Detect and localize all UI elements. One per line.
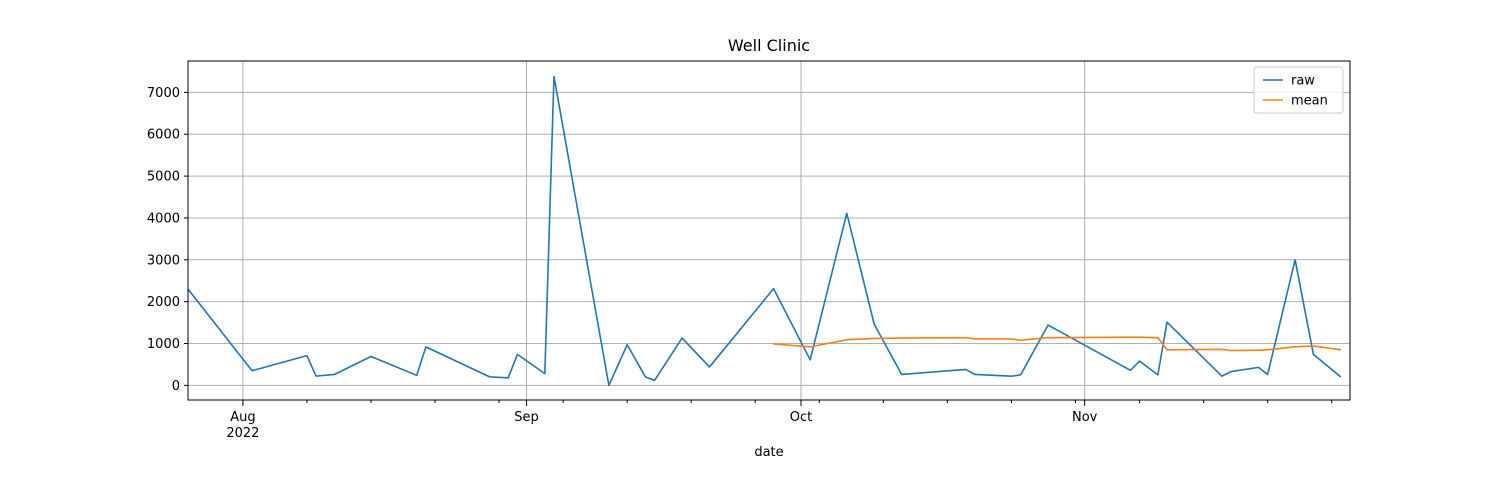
series-line-mean: [773, 336, 1341, 352]
legend-label-mean: mean: [1291, 94, 1328, 109]
x-tick-label: Nov: [1072, 410, 1098, 425]
chart-title: Well Clinic: [728, 36, 810, 55]
x-tick-label: Oct: [790, 410, 812, 425]
y-tick-label: 5000: [147, 170, 180, 185]
x-tick-sublabel: 2022: [226, 426, 259, 441]
legend: raw mean: [1253, 66, 1344, 114]
plot-frame: [187, 60, 1351, 401]
y-tick-label: 4000: [147, 211, 180, 226]
y-tick-label: 0: [172, 379, 180, 394]
y-tick-label: 1000: [147, 337, 180, 352]
series-layer: [187, 75, 1342, 387]
x-axis-label: date: [754, 445, 783, 460]
x-tick-label: Aug: [230, 410, 255, 425]
y-tick-label: 3000: [147, 253, 180, 268]
series-line-raw: [187, 75, 1342, 387]
y-tick-label: 7000: [147, 86, 180, 101]
y-tick-label: 2000: [147, 295, 180, 310]
y-tick-label: 6000: [147, 128, 180, 143]
x-tick-label: Sep: [514, 410, 539, 425]
legend-label-raw: raw: [1291, 74, 1315, 89]
grid: [188, 61, 1350, 400]
legend-box: [1253, 66, 1344, 114]
